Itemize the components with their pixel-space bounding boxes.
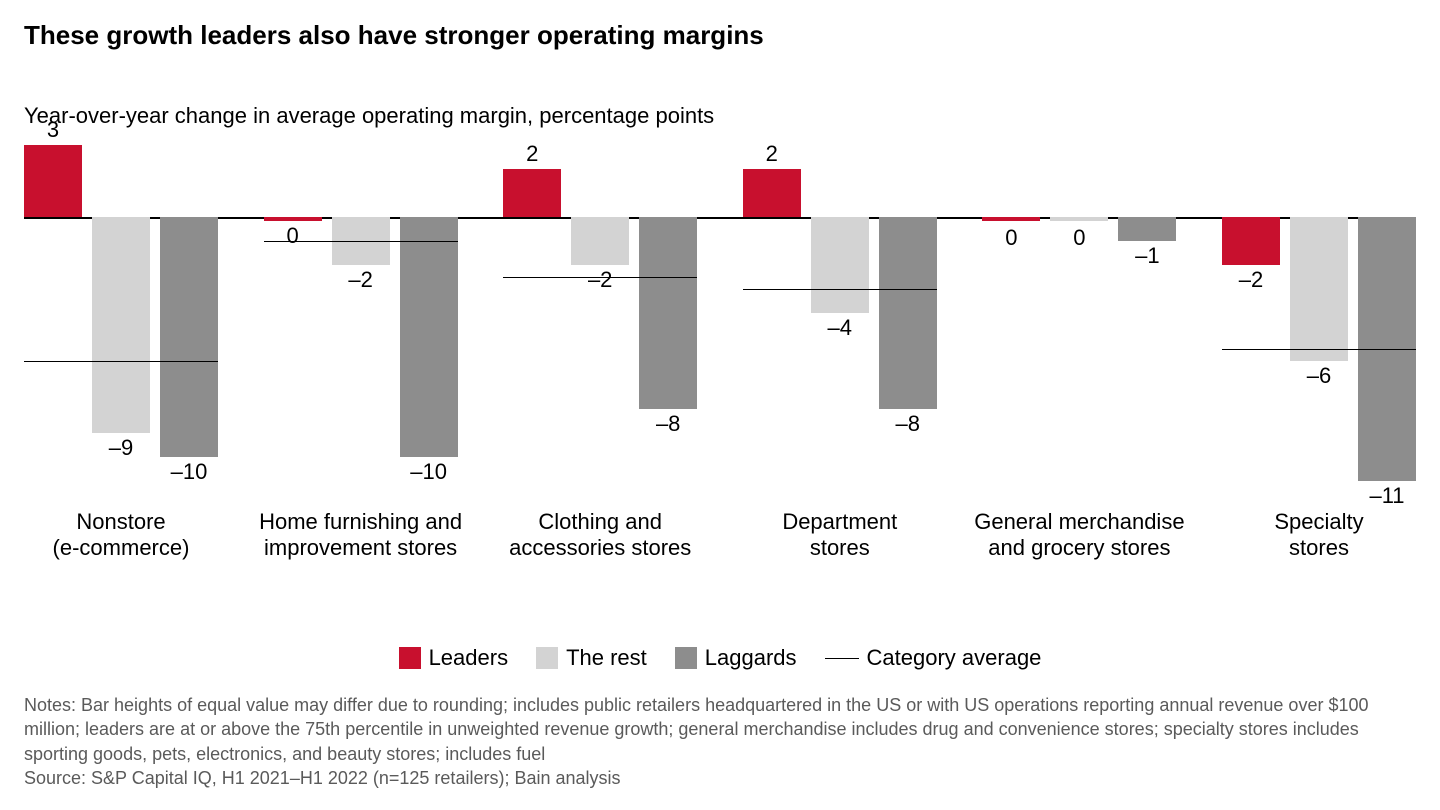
bar-leaders <box>982 217 1040 221</box>
bar-label-leaders: 2 <box>743 141 801 167</box>
chart-subtitle: Year-over-year change in average operati… <box>24 103 1416 129</box>
source: Source: S&P Capital IQ, H1 2021–H1 2022 … <box>24 768 1416 789</box>
category-label: General merchandise and grocery stores <box>952 509 1206 562</box>
category-label: Home furnishing and improvement stores <box>234 509 488 562</box>
legend-item-avg: Category average <box>825 645 1042 671</box>
bar-label-leaders: 2 <box>503 141 561 167</box>
legend-label-rest: The rest <box>566 645 647 671</box>
bar-label-leaders: 0 <box>264 223 322 249</box>
bar-label-rest: 0 <box>1050 225 1108 251</box>
bar-leaders <box>264 217 322 221</box>
legend-label-avg: Category average <box>867 645 1042 671</box>
category-average-line <box>264 241 458 242</box>
bar-laggards <box>879 217 937 409</box>
bar-leaders <box>1222 217 1280 265</box>
bar-leaders <box>24 145 82 217</box>
bar-leaders <box>743 169 801 217</box>
category-average-line <box>24 361 218 362</box>
category-label: Nonstore (e-commerce) <box>0 509 248 562</box>
bar-label-leaders: 0 <box>982 225 1040 251</box>
bar-label-leaders: –2 <box>1222 267 1280 293</box>
category-average-line <box>743 289 937 290</box>
page: These growth leaders also have stronger … <box>0 0 1440 810</box>
swatch-avg-line <box>825 658 859 659</box>
swatch-rest <box>536 647 558 669</box>
notes: Notes: Bar heights of equal value may di… <box>24 693 1416 766</box>
legend-label-leaders: Leaders <box>429 645 509 671</box>
bar-label-laggards: –8 <box>639 411 697 437</box>
bar-label-laggards: –11 <box>1358 483 1416 509</box>
bar-laggards <box>639 217 697 409</box>
category-group: 00 –1 <box>982 145 1176 505</box>
bar-label-rest: –2 <box>571 267 629 293</box>
legend-label-laggards: Laggards <box>705 645 797 671</box>
bar-rest <box>1290 217 1348 361</box>
legend: Leaders The rest Laggards Category avera… <box>24 645 1416 671</box>
category-label: Department stores <box>713 509 967 562</box>
category-group: 2–4–8 <box>743 145 937 505</box>
bar-rest <box>92 217 150 433</box>
bar-label-laggards: –1 <box>1118 243 1176 269</box>
bar-rest <box>811 217 869 313</box>
chart: 3–9–100–2–102–2–82–4–800–1–2–6–11 Nonsto… <box>24 145 1416 575</box>
category-label: Specialty stores <box>1192 509 1440 562</box>
bar-label-laggards: –8 <box>879 411 937 437</box>
legend-item-rest: The rest <box>536 645 647 671</box>
bar-label-leaders: 3 <box>24 117 82 143</box>
swatch-leaders <box>399 647 421 669</box>
category-group: 2–2–8 <box>503 145 697 505</box>
chart-title: These growth leaders also have stronger … <box>24 20 1416 51</box>
category-average-line <box>503 277 697 278</box>
legend-item-leaders: Leaders <box>399 645 509 671</box>
bar-rest <box>1050 217 1108 221</box>
category-group: 3–9–10 <box>24 145 218 505</box>
swatch-laggards <box>675 647 697 669</box>
bar-rest <box>571 217 629 265</box>
category-group: 0 –2 –10 <box>264 145 458 505</box>
bar-label-rest: –2 <box>332 267 390 293</box>
bar-label-rest: –9 <box>92 435 150 461</box>
plot-area: 3–9–100–2–102–2–82–4–800–1–2–6–11 <box>24 145 1416 505</box>
baseline <box>24 217 1416 219</box>
category-group: –2–6–11 <box>1222 145 1416 505</box>
bar-label-laggards: –10 <box>400 459 458 485</box>
bar-label-laggards: –10 <box>160 459 218 485</box>
legend-item-laggards: Laggards <box>675 645 797 671</box>
bar-leaders <box>503 169 561 217</box>
bar-laggards <box>400 217 458 457</box>
bar-laggards <box>1118 217 1176 241</box>
category-label: Clothing and accessories stores <box>473 509 727 562</box>
bar-label-rest: –6 <box>1290 363 1348 389</box>
bar-laggards <box>160 217 218 457</box>
bar-label-rest: –4 <box>811 315 869 341</box>
category-average-line <box>1222 349 1416 350</box>
